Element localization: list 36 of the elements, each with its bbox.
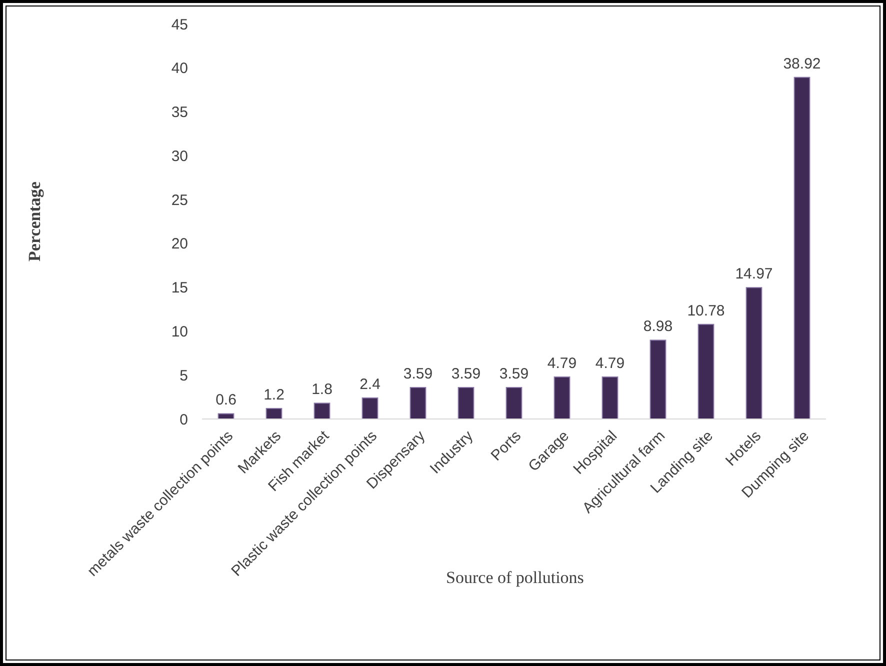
data-label: 3.59 [499, 365, 529, 382]
y-tick-label: 20 [171, 236, 188, 253]
y-axis-title: Percentage [25, 181, 44, 262]
data-label: 10.78 [687, 302, 725, 320]
data-label: 38.92 [783, 55, 821, 72]
bar [362, 397, 378, 420]
y-tick-label: 30 [171, 148, 188, 165]
data-label: 1.8 [312, 381, 332, 398]
bar [554, 376, 570, 420]
bar [458, 386, 474, 420]
y-tick-label: 35 [171, 104, 188, 122]
data-label: 14.97 [735, 266, 773, 283]
y-tick-label: 5 [180, 367, 188, 384]
bar [794, 76, 810, 420]
bar [602, 376, 618, 420]
data-label: 4.79 [595, 354, 625, 372]
data-label: 0.6 [216, 392, 236, 409]
data-label: 3.59 [451, 365, 481, 382]
y-tick-label: 45 [171, 16, 188, 34]
y-tick-label: 15 [171, 280, 188, 297]
y-tick-label: 25 [171, 192, 188, 209]
bar [650, 340, 666, 420]
bar [506, 386, 522, 420]
bar [698, 324, 714, 420]
bar [746, 287, 762, 420]
y-tick-label: 40 [171, 60, 188, 78]
y-tick-label: 0 [180, 411, 188, 428]
y-tick-label: 10 [171, 323, 188, 340]
bar [410, 386, 426, 420]
x-axis-title: Source of pollutions [446, 568, 584, 587]
data-label: 8.98 [643, 318, 673, 336]
bar [314, 402, 330, 420]
data-label: 2.4 [360, 376, 380, 393]
data-label: 3.59 [403, 365, 433, 382]
data-label: 1.2 [264, 386, 284, 404]
data-label: 4.79 [547, 354, 577, 372]
